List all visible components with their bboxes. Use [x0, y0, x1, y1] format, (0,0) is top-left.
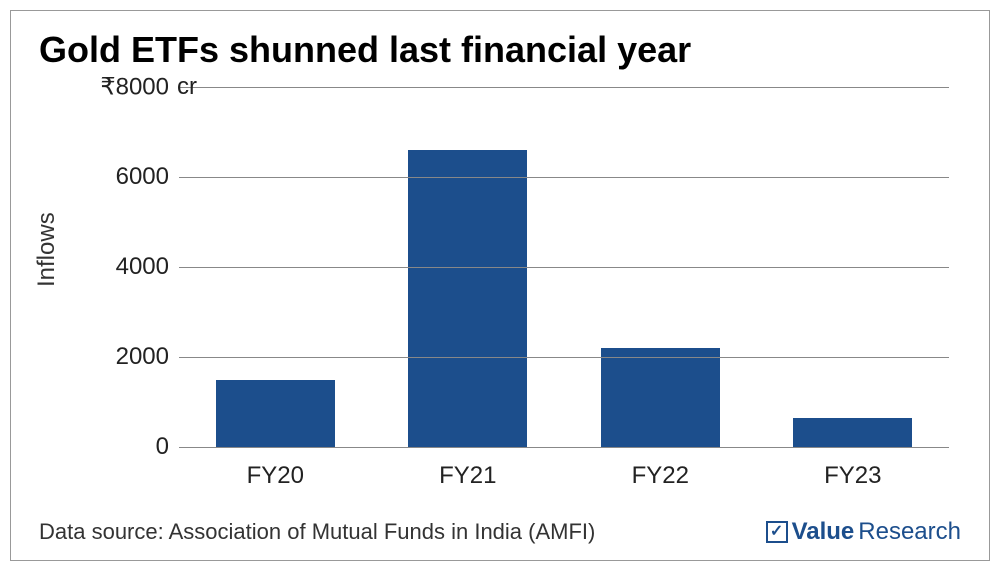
y-axis-label: Inflows: [33, 212, 61, 287]
y-tick-label: 2000: [99, 343, 169, 371]
footer: Data source: Association of Mutual Funds…: [39, 518, 961, 546]
gridline: [179, 357, 949, 358]
y-tick-label: ₹8000: [99, 73, 169, 102]
y-tick-label: 4000: [99, 253, 169, 281]
gridline: [179, 87, 949, 88]
gridline: [179, 447, 949, 448]
x-tick-label: FY21: [439, 462, 496, 490]
gridline: [179, 177, 949, 178]
check-icon: ✓: [766, 521, 788, 543]
chart-card: Gold ETFs shunned last financial year In…: [10, 10, 990, 561]
bar: [408, 150, 527, 447]
brand-light: Research: [858, 518, 961, 546]
bar: [216, 380, 335, 448]
y-unit-suffix: cr: [177, 73, 197, 101]
gridline: [179, 267, 949, 268]
bar: [793, 418, 912, 447]
x-tick-label: FY23: [824, 462, 881, 490]
chart-zone: Inflows 0200040006000₹8000crFY20FY21FY22…: [39, 77, 961, 487]
x-tick-label: FY22: [632, 462, 689, 490]
chart-title: Gold ETFs shunned last financial year: [39, 29, 961, 71]
y-tick-label: 6000: [99, 163, 169, 191]
bar: [601, 348, 720, 447]
data-source: Data source: Association of Mutual Funds…: [39, 519, 595, 545]
x-tick-label: FY20: [247, 462, 304, 490]
plot-area: 0200040006000₹8000crFY20FY21FY22FY23: [99, 87, 949, 447]
brand: ✓ ValueResearch: [766, 518, 961, 546]
brand-strong: Value: [792, 518, 855, 546]
y-tick-label: 0: [99, 433, 169, 461]
